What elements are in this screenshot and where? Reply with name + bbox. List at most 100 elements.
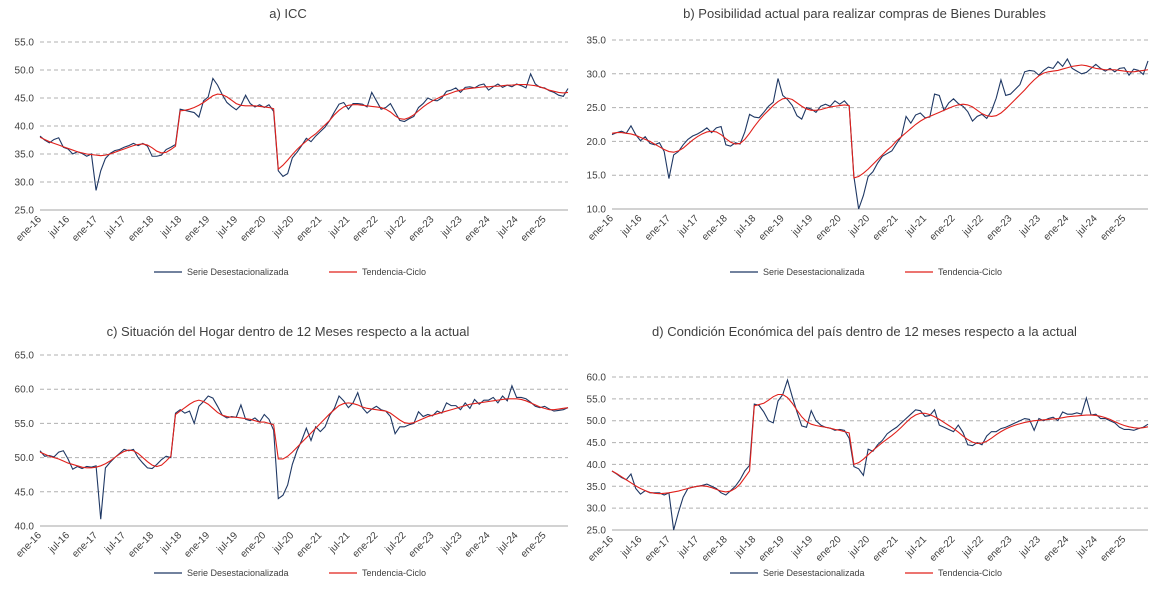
x-tick-label: jul-23 <box>1017 213 1043 239</box>
x-tick-label: ene-21 <box>871 213 901 243</box>
legend-label: Tendencia-Ciclo <box>362 267 426 277</box>
x-tick-label: ene-22 <box>351 214 381 244</box>
y-tick-label: 40.0 <box>15 122 35 133</box>
chart-title: c) Situación del Hogar dentro de 12 Mese… <box>106 324 470 339</box>
x-tick-label: ene-18 <box>700 213 730 243</box>
chart-panel: 10.0 15.0 20.0 25.0 30.0 35.0 ene-16 jul-16 ene-… <box>576 0 1153 300</box>
x-tick-label: ene-18 <box>700 534 730 564</box>
series-line <box>39 72 569 191</box>
x-tick-label: jul-18 <box>733 534 759 560</box>
y-tick-label: 25.0 <box>587 103 607 114</box>
legend-label: Tendencia-Ciclo <box>362 568 426 578</box>
x-tick-label: ene-19 <box>182 214 212 244</box>
chart-panel: 40.0 45.0 50.0 55.0 60.0 65.0 ene-16 jul-16 ene-… <box>0 318 576 601</box>
y-tick-label: 30.0 <box>15 178 35 189</box>
x-tick-label: ene-17 <box>70 214 100 244</box>
x-tick-label: ene-19 <box>182 530 212 560</box>
legend-label: Serie Desestacionalizada <box>187 267 289 277</box>
x-tick-label: jul-22 <box>383 214 409 240</box>
x-tick-label: ene-24 <box>463 530 493 560</box>
x-tick-label: jul-24 <box>495 214 521 240</box>
chart-title: a) ICC <box>269 6 307 21</box>
x-tick-label: jul-23 <box>439 530 465 556</box>
x-tick-label: ene-16 <box>586 213 616 243</box>
y-tick-label: 25.0 <box>15 206 35 217</box>
x-tick-label: jul-24 <box>495 530 521 556</box>
x-tick-label: ene-22 <box>928 213 958 243</box>
y-tick-label: 55.0 <box>15 38 35 49</box>
x-tick-label: jul-21 <box>327 214 353 240</box>
series-line <box>611 57 1149 210</box>
x-tick-label: jul-22 <box>383 530 409 556</box>
series-line <box>39 384 569 520</box>
x-tick-label: ene-23 <box>407 214 437 244</box>
x-tick-label: ene-16 <box>586 534 616 564</box>
x-tick-label: ene-16 <box>14 214 44 244</box>
x-tick-label: jul-17 <box>102 530 128 556</box>
y-tick-label: 35.0 <box>15 150 35 161</box>
x-tick-label: ene-16 <box>14 530 44 560</box>
y-tick-label: 45.0 <box>587 438 607 449</box>
y-tick-label: 50.0 <box>15 66 35 77</box>
y-tick-label: 50.0 <box>15 453 35 464</box>
chart: 25.0 30.0 35.0 40.0 45.0 50.0 55.0 ene-16 jul-16… <box>14 38 569 277</box>
y-tick-label: 35.0 <box>587 482 607 493</box>
x-tick-label: jul-22 <box>960 213 986 239</box>
series-line <box>611 393 1149 495</box>
chart-panel: 25.0 30.0 35.0 40.0 45.0 50.0 55.0 ene-16 jul-16… <box>0 0 576 300</box>
y-tick-label: 55.0 <box>587 394 607 405</box>
x-tick-label: ene-22 <box>351 530 381 560</box>
series-line <box>39 398 569 469</box>
y-tick-label: 30.0 <box>587 69 607 80</box>
x-tick-label: ene-17 <box>643 213 673 243</box>
x-tick-label: ene-25 <box>519 214 549 244</box>
y-tick-label: 60.0 <box>587 373 607 384</box>
x-tick-label: jul-21 <box>903 213 929 239</box>
x-tick-label: jul-24 <box>1074 534 1100 560</box>
x-tick-label: ene-17 <box>643 534 673 564</box>
y-tick-label: 10.0 <box>587 205 607 216</box>
y-tick-label: 65.0 <box>15 351 35 362</box>
x-tick-label: ene-21 <box>295 530 325 560</box>
x-tick-label: jul-19 <box>789 213 815 239</box>
series-line <box>611 378 1149 531</box>
x-tick-label: ene-20 <box>814 534 844 564</box>
y-tick-label: 40.0 <box>15 522 35 533</box>
x-tick-label: jul-23 <box>1017 534 1043 560</box>
x-tick-label: jul-16 <box>619 213 645 239</box>
y-tick-label: 15.0 <box>587 171 607 182</box>
chart-title: b) Posibilidad actual para realizar comp… <box>683 6 1046 21</box>
x-tick-label: ene-17 <box>70 530 100 560</box>
x-tick-label: ene-25 <box>1098 213 1128 243</box>
y-tick-label: 35.0 <box>587 36 607 47</box>
legend-label: Serie Desestacionalizada <box>763 568 865 578</box>
y-tick-label: 45.0 <box>15 487 35 498</box>
y-tick-label: 60.0 <box>15 385 35 396</box>
x-tick-label: jul-17 <box>676 534 702 560</box>
x-tick-label: jul-18 <box>733 213 759 239</box>
x-tick-label: ene-22 <box>928 534 958 564</box>
chart-panel: 25.0 30.0 35.0 40.0 45.0 50.0 55.0 60.0 ene-16 ju… <box>576 318 1153 601</box>
x-tick-label: ene-21 <box>871 534 901 564</box>
x-tick-label: ene-24 <box>1042 534 1072 564</box>
x-tick-label: ene-24 <box>1042 213 1072 243</box>
x-tick-label: jul-17 <box>102 214 128 240</box>
x-tick-label: jul-19 <box>789 534 815 560</box>
x-tick-label: jul-16 <box>46 530 72 556</box>
x-tick-label: jul-21 <box>327 530 353 556</box>
x-tick-label: jul-20 <box>271 530 297 556</box>
x-tick-label: jul-17 <box>676 213 702 239</box>
x-tick-label: jul-16 <box>619 534 645 560</box>
y-tick-label: 45.0 <box>15 94 35 105</box>
y-tick-label: 50.0 <box>587 416 607 427</box>
x-tick-label: ene-18 <box>126 530 156 560</box>
x-tick-label: ene-20 <box>238 530 268 560</box>
x-tick-label: jul-21 <box>903 534 929 560</box>
x-tick-label: ene-23 <box>407 530 437 560</box>
x-tick-label: jul-18 <box>158 530 184 556</box>
x-tick-label: ene-25 <box>1098 534 1128 564</box>
